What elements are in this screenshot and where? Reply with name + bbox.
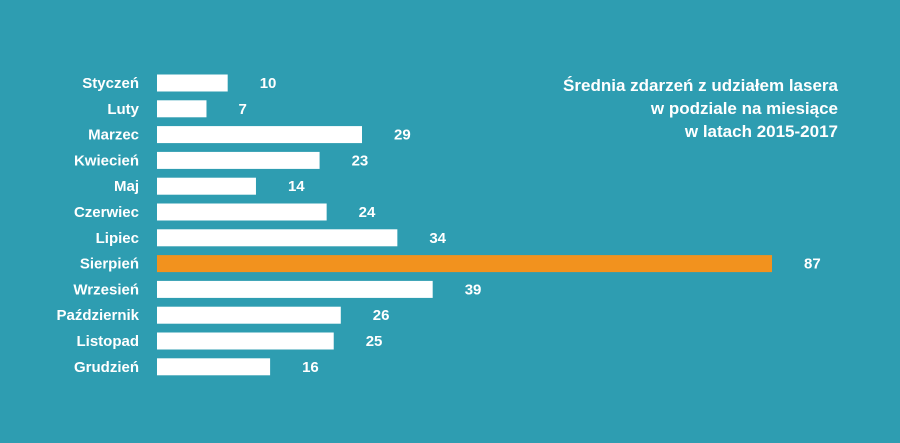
category-label: Kwiecień (74, 152, 139, 169)
value-label: 87 (804, 256, 821, 273)
category-label: Lipiec (96, 230, 139, 247)
category-label: Luty (107, 101, 139, 118)
category-label: Wrzesień (73, 281, 139, 298)
value-label: 7 (238, 101, 246, 118)
value-label: 24 (359, 204, 376, 221)
bar (157, 306, 341, 324)
value-label: 25 (366, 333, 383, 350)
category-label: Grudzień (74, 359, 139, 376)
bar (157, 358, 271, 376)
chart-title-line-2: w podziale na miesiące (650, 99, 838, 118)
bar (157, 280, 433, 298)
category-label: Styczeń (82, 75, 139, 92)
value-label: 26 (373, 307, 390, 324)
category-label: Październik (56, 307, 139, 324)
bar (157, 100, 207, 118)
value-label: 39 (465, 281, 482, 298)
value-label: 23 (352, 152, 369, 169)
category-label: Czerwiec (74, 204, 139, 221)
highlighted-bar (157, 255, 772, 273)
bar (157, 126, 362, 144)
value-label: 16 (302, 359, 319, 376)
category-label: Sierpień (80, 256, 139, 273)
value-label: 34 (429, 230, 446, 247)
bar (157, 332, 334, 350)
value-label: 29 (394, 127, 411, 144)
chart-title-line-1: Średnia zdarzeń z udziałem lasera (563, 76, 838, 95)
bar (157, 74, 228, 92)
chart-title-line-3: w latach 2015-2017 (684, 122, 838, 141)
category-label: Listopad (77, 333, 140, 350)
value-label: 14 (288, 178, 305, 195)
category-label: Marzec (88, 127, 139, 144)
bar (157, 151, 320, 169)
value-label: 10 (260, 75, 277, 92)
bar (157, 177, 256, 195)
bar (157, 203, 327, 221)
category-label: Maj (114, 178, 139, 195)
bar (157, 229, 398, 247)
